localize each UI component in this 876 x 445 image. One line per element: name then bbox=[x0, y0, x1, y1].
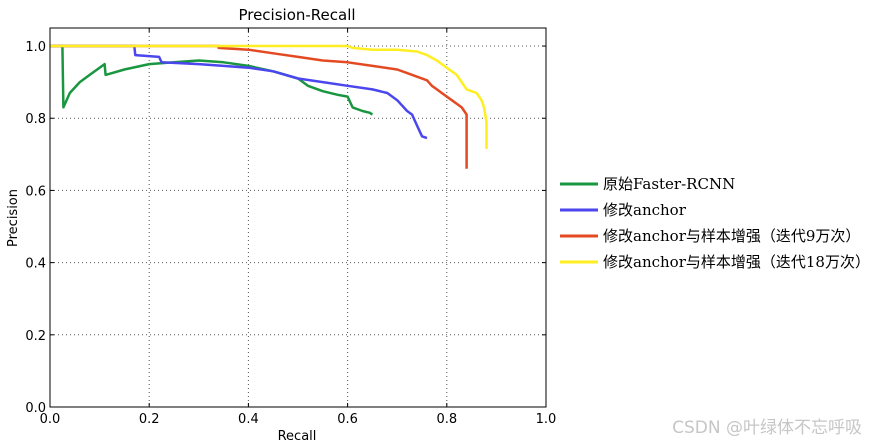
series-line-2 bbox=[50, 44, 428, 140]
y-tick-label: 1.0 bbox=[25, 40, 46, 55]
x-tick-label: 1.0 bbox=[536, 412, 557, 427]
legend: 原始Faster-RCNN 修改anchor 修改anchor与样本增强（迭代9万次… bbox=[560, 175, 870, 271]
x-tick-label: 0.6 bbox=[337, 412, 358, 427]
series-lines bbox=[50, 44, 488, 169]
y-tick-label: 0.4 bbox=[25, 257, 46, 272]
x-tick-label: 0.8 bbox=[436, 412, 457, 427]
legend-label-2: 修改anchor bbox=[603, 201, 687, 219]
x-tick-label: 0.4 bbox=[238, 412, 259, 427]
y-tick-label: 0.0 bbox=[25, 401, 46, 416]
axis-ticks: 0.0 0.2 0.4 0.6 0.8 1.0 0.0 0.2 0.4 0.6 0.8 1.0 bbox=[25, 28, 556, 427]
watermark-text: CSDN @叶绿体不忘呼吸 bbox=[672, 418, 862, 438]
y-axis-label: Precision bbox=[6, 189, 21, 247]
x-axis-label: Recall bbox=[278, 429, 317, 444]
plot-area-frame bbox=[49, 27, 547, 408]
y-tick-label: 0.2 bbox=[25, 329, 46, 344]
x-tick-label: 0.0 bbox=[40, 412, 61, 427]
series-line-1 bbox=[50, 44, 374, 116]
y-tick-label: 0.6 bbox=[25, 184, 46, 199]
y-tick-label: 0.8 bbox=[25, 112, 46, 127]
series-line-4 bbox=[50, 44, 488, 149]
series-line-3 bbox=[50, 44, 468, 169]
chart-title: Precision-Recall bbox=[238, 6, 355, 24]
legend-label-4: 修改anchor与样本增强（迭代18万次） bbox=[603, 253, 870, 271]
x-tick-label: 0.2 bbox=[139, 412, 160, 427]
grid-lines bbox=[50, 28, 546, 407]
legend-label-1: 原始Faster-RCNN bbox=[603, 175, 735, 193]
legend-label-3: 修改anchor与样本增强（迭代9万次） bbox=[603, 227, 860, 245]
